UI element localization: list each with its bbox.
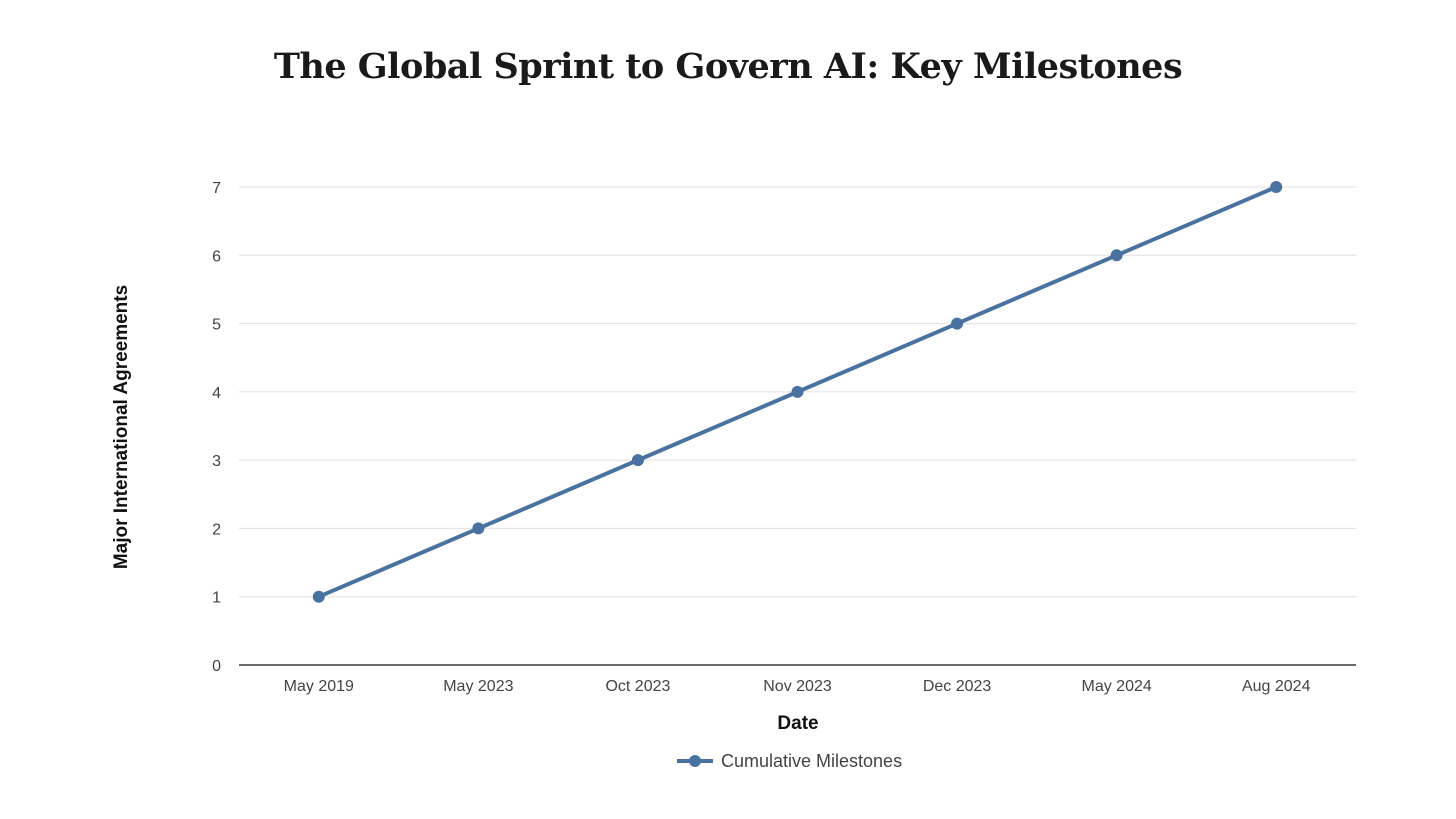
data-point[interactable]	[1110, 249, 1123, 262]
data-point[interactable]	[631, 454, 644, 467]
x-tick-label: Dec 2023	[923, 678, 992, 695]
x-tick-label: May 2023	[443, 678, 513, 695]
y-tick-label: 0	[212, 658, 221, 675]
legend-label: Cumulative Milestones	[721, 751, 902, 771]
series	[312, 181, 1283, 603]
x-tick-label: May 2019	[284, 678, 354, 695]
y-axis-ticks: 0 1 2 3 4 5 6 7	[212, 180, 221, 675]
y-tick-label: 7	[212, 180, 221, 197]
y-tick-label: 4	[212, 385, 221, 402]
legend-swatch-marker	[689, 755, 701, 767]
y-tick-label: 2	[212, 521, 221, 538]
data-point[interactable]	[312, 590, 325, 603]
legend: Cumulative Milestones	[677, 751, 902, 771]
x-axis-title: Date	[777, 713, 818, 734]
y-axis-title: Major International Agreements	[111, 285, 132, 569]
x-tick-label: Aug 2024	[1242, 678, 1311, 695]
x-tick-label: Nov 2023	[763, 678, 832, 695]
data-point[interactable]	[791, 385, 804, 398]
data-point[interactable]	[472, 522, 485, 535]
data-point[interactable]	[951, 317, 964, 330]
x-tick-label: May 2024	[1082, 678, 1152, 695]
y-tick-label: 1	[212, 590, 221, 607]
y-tick-label: 3	[212, 453, 221, 470]
x-tick-label: Oct 2023	[605, 678, 670, 695]
chart-title: The Global Sprint to Govern AI: Key Mile…	[273, 46, 1183, 87]
x-axis-ticks: May 2019 May 2023 Oct 2023 Nov 2023 Dec 2023…	[284, 678, 1311, 695]
data-point[interactable]	[1270, 181, 1283, 193]
gridlines	[239, 186, 1356, 598]
y-tick-label: 6	[212, 248, 221, 265]
y-tick-label: 5	[212, 317, 221, 334]
